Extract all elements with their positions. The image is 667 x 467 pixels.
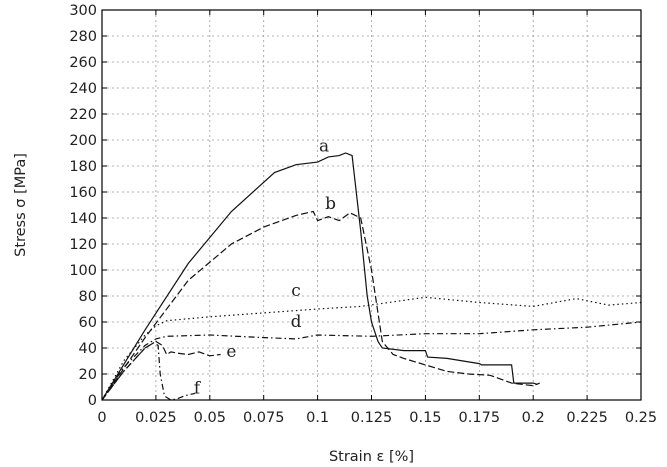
y-tick-label: 100 (69, 263, 97, 279)
curves (101, 152, 642, 401)
x-tick-label: 0.15 (409, 410, 441, 426)
y-tick-label: 140 (69, 211, 97, 227)
curve-label-f: f (194, 379, 202, 399)
y-tick-label: 80 (79, 289, 97, 305)
y-tick-label: 260 (69, 55, 97, 71)
curve-label-a: a (319, 137, 329, 157)
y-axis-title: Stress σ [MPa] (13, 153, 29, 257)
curve-label-b: b (325, 194, 336, 214)
y-tick-label: 120 (69, 237, 97, 253)
curve-b (101, 210, 540, 401)
x-axis-title: Strain ε [%] (329, 449, 414, 465)
curve-label-c: c (291, 281, 301, 301)
y-tick-label: 180 (69, 159, 97, 175)
y-tick-label: 200 (69, 133, 97, 149)
curve-label-e: e (226, 342, 236, 362)
x-tick-label: 0.1 (306, 410, 329, 426)
y-tick-label: 0 (88, 393, 97, 409)
x-tick-label: 0 (97, 410, 106, 426)
x-tick-label: 0.125 (351, 410, 393, 426)
x-tick-label: 0.25 (625, 410, 657, 426)
x-tick-label: 0.225 (566, 410, 608, 426)
x-tick-label: 0.075 (243, 410, 285, 426)
y-tick-label: 280 (69, 29, 97, 45)
curve-a (101, 152, 538, 401)
x-tick-labels: 0 0.025 0.05 0.075 0.1 0.125 0.15 0.175 0.2 0.225… (97, 410, 657, 426)
curve-f (101, 342, 195, 401)
x-tick-label: 0.05 (194, 410, 226, 426)
gridlines (102, 10, 641, 400)
y-tick-label: 40 (79, 341, 97, 357)
y-tick-label: 240 (69, 81, 97, 97)
y-tick-label: 160 (69, 185, 97, 201)
curve-label-d: d (291, 312, 302, 332)
y-tick-label: 300 (69, 3, 97, 19)
tick-marks (101, 9, 642, 401)
x-tick-label: 0.025 (135, 410, 177, 426)
y-tick-labels: 0 20 40 60 80 100 120 140 160 180 200 220 240 260 280 3… (69, 3, 97, 409)
y-tick-label: 60 (79, 315, 97, 331)
curve-labels: a b cd e f (194, 137, 336, 399)
y-tick-label: 20 (79, 367, 97, 383)
curve-e (101, 340, 221, 401)
curve-c (101, 296, 642, 401)
x-tick-label: 0.175 (459, 410, 501, 426)
y-tick-label: 220 (69, 107, 97, 123)
x-tick-label: 0.2 (522, 410, 545, 426)
